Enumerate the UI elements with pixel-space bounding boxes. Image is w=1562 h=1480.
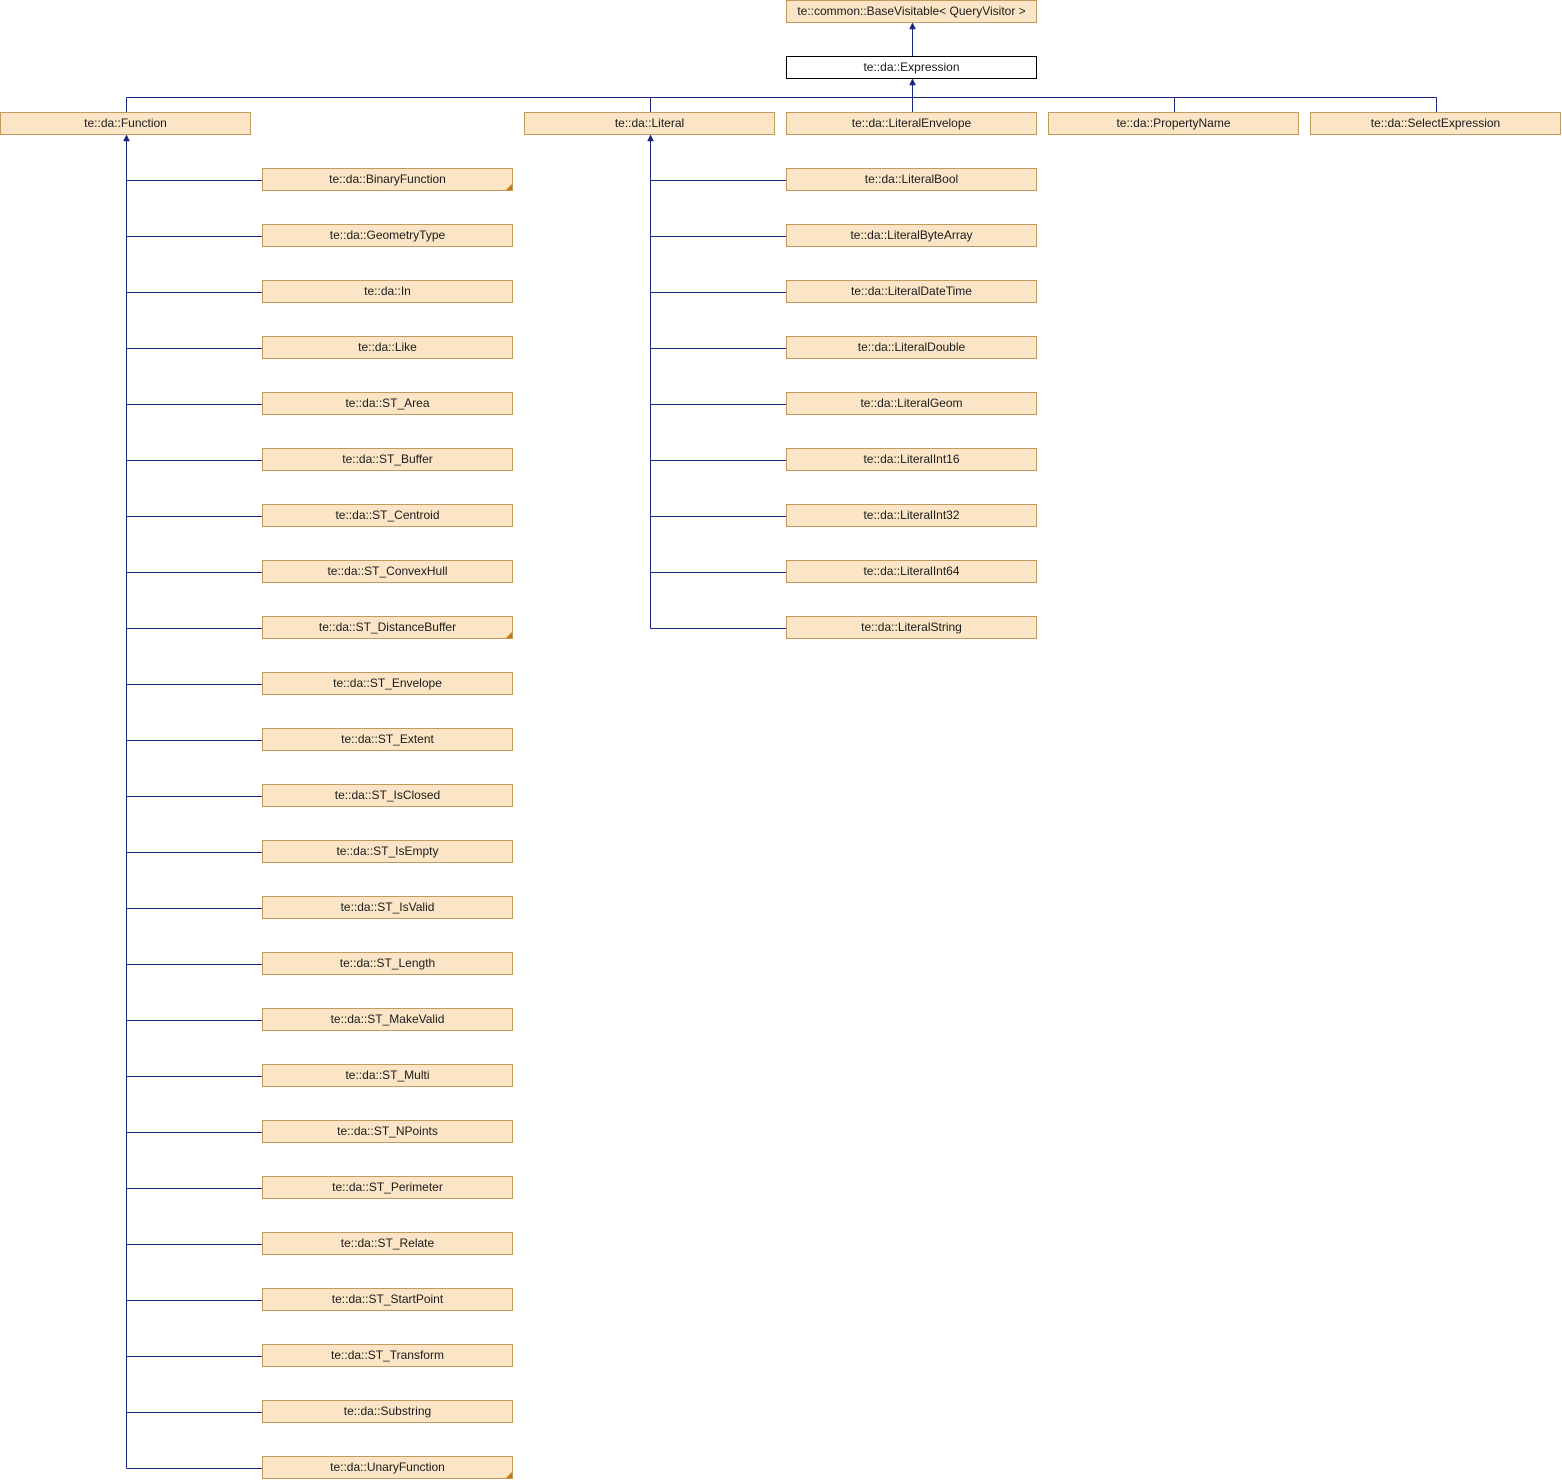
class-node-st-envelope[interactable]: te::da::ST_Envelope xyxy=(262,672,513,695)
class-node-geometrytype[interactable]: te::da::GeometryType xyxy=(262,224,513,247)
class-node-literaldouble[interactable]: te::da::LiteralDouble xyxy=(786,336,1037,359)
class-node-expression: te::da::Expression xyxy=(786,56,1037,79)
class-node-function[interactable]: te::da::Function xyxy=(0,112,251,135)
edge-arrowhead xyxy=(909,78,916,86)
class-node-st-perimeter[interactable]: te::da::ST_Perimeter xyxy=(262,1176,513,1199)
class-node-st-area[interactable]: te::da::ST_Area xyxy=(262,392,513,415)
class-node-st-startpoint[interactable]: te::da::ST_StartPoint xyxy=(262,1288,513,1311)
class-node-st-convexhull[interactable]: te::da::ST_ConvexHull xyxy=(262,560,513,583)
class-node-propertyname[interactable]: te::da::PropertyName xyxy=(1048,112,1299,135)
edge-arrowhead xyxy=(647,134,654,142)
class-node-st-extent[interactable]: te::da::ST_Extent xyxy=(262,728,513,751)
class-node-st-centroid[interactable]: te::da::ST_Centroid xyxy=(262,504,513,527)
class-node-st-relate[interactable]: te::da::ST_Relate xyxy=(262,1232,513,1255)
class-node-st-transform[interactable]: te::da::ST_Transform xyxy=(262,1344,513,1367)
class-node-literalint32[interactable]: te::da::LiteralInt32 xyxy=(786,504,1037,527)
class-node-binaryfunction[interactable]: te::da::BinaryFunction xyxy=(262,168,513,191)
edge-arrowhead xyxy=(909,22,916,30)
class-node-selectexpression[interactable]: te::da::SelectExpression xyxy=(1310,112,1561,135)
class-node-st-multi[interactable]: te::da::ST_Multi xyxy=(262,1064,513,1087)
class-node-unaryfunction[interactable]: te::da::UnaryFunction xyxy=(262,1456,513,1479)
class-node-substring[interactable]: te::da::Substring xyxy=(262,1400,513,1423)
class-node-literaldatetime[interactable]: te::da::LiteralDateTime xyxy=(786,280,1037,303)
edge-arrowhead xyxy=(123,134,130,142)
class-node-st-isempty[interactable]: te::da::ST_IsEmpty xyxy=(262,840,513,863)
class-node-like[interactable]: te::da::Like xyxy=(262,336,513,359)
class-node-st-makevalid[interactable]: te::da::ST_MakeValid xyxy=(262,1008,513,1031)
class-node-in[interactable]: te::da::In xyxy=(262,280,513,303)
class-node-literalint64[interactable]: te::da::LiteralInt64 xyxy=(786,560,1037,583)
class-node-literalint16[interactable]: te::da::LiteralInt16 xyxy=(786,448,1037,471)
class-node-st-buffer[interactable]: te::da::ST_Buffer xyxy=(262,448,513,471)
class-node-literalbytearray[interactable]: te::da::LiteralByteArray xyxy=(786,224,1037,247)
class-node-st-isvalid[interactable]: te::da::ST_IsValid xyxy=(262,896,513,919)
class-node-literal[interactable]: te::da::Literal xyxy=(524,112,775,135)
class-node-literalstring[interactable]: te::da::LiteralString xyxy=(786,616,1037,639)
class-node-st-isclosed[interactable]: te::da::ST_IsClosed xyxy=(262,784,513,807)
class-node-basevisitable[interactable]: te::common::BaseVisitable< QueryVisitor … xyxy=(786,0,1037,23)
class-node-st-npoints[interactable]: te::da::ST_NPoints xyxy=(262,1120,513,1143)
class-node-literalenvelope[interactable]: te::da::LiteralEnvelope xyxy=(786,112,1037,135)
class-node-st-length[interactable]: te::da::ST_Length xyxy=(262,952,513,975)
class-node-literalgeom[interactable]: te::da::LiteralGeom xyxy=(786,392,1037,415)
class-node-literalbool[interactable]: te::da::LiteralBool xyxy=(786,168,1037,191)
class-node-st-distancebuffer[interactable]: te::da::ST_DistanceBuffer xyxy=(262,616,513,639)
